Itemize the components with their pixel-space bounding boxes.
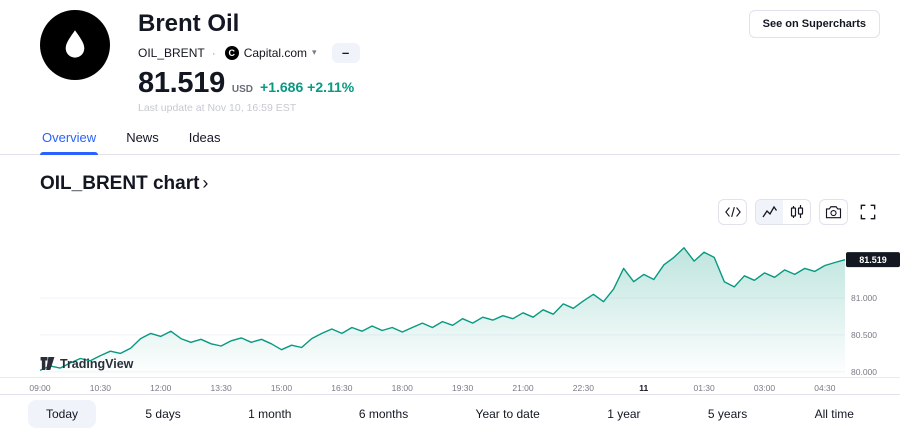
svg-text:04:30: 04:30: [814, 383, 836, 393]
range-5-years[interactable]: 5 years: [690, 400, 765, 428]
svg-text:81.519: 81.519: [859, 255, 887, 265]
chart-type-group: [755, 198, 811, 225]
chart-section-title[interactable]: OIL_BRENT chart ›: [40, 173, 860, 195]
change-absolute: +1.686: [260, 78, 304, 95]
capital-com-logo: C: [224, 45, 239, 60]
svg-text:11: 11: [639, 383, 648, 393]
code-icon: [724, 206, 741, 217]
tab-bar: Overview News Ideas: [0, 124, 900, 155]
range-today[interactable]: Today: [28, 400, 97, 428]
chart-area[interactable]: 81.000 80.500 80.000 09:00 10:30 12:00 13:30 1…: [0, 227, 900, 397]
svg-text:80.000: 80.000: [851, 366, 877, 376]
svg-text:12:00: 12:00: [150, 383, 172, 393]
candlestick-icon: [790, 204, 803, 218]
svg-text:19:30: 19:30: [452, 383, 474, 393]
symbol-code: OIL_BRENT: [138, 45, 205, 60]
provider-selector[interactable]: C Capital.com ▾: [223, 44, 319, 62]
price-change: +1.686 +2.11%: [260, 79, 354, 95]
price-line: [39, 246, 846, 371]
svg-text:81.000: 81.000: [851, 293, 877, 303]
see-on-supercharts-button[interactable]: See on Supercharts: [748, 10, 880, 38]
range-1-month[interactable]: 1 month: [230, 400, 309, 428]
area-chart-type-button[interactable]: [756, 199, 783, 224]
x-axis-labels: 09:00 10:30 12:00 13:30 15:00 16:30 18:00 19:30…: [29, 383, 835, 393]
snapshot-tool-group: [819, 198, 848, 225]
code-button[interactable]: [719, 200, 746, 224]
more-button[interactable]: –: [331, 42, 360, 63]
svg-text:18:00: 18:00: [392, 383, 414, 393]
chart-section-label: OIL_BRENT chart: [40, 172, 200, 194]
svg-text:80.500: 80.500: [851, 330, 877, 340]
range-year-to-date[interactable]: Year to date: [458, 400, 558, 428]
svg-text:21:00: 21:00: [512, 383, 534, 393]
camera-icon: [825, 205, 842, 218]
snapshot-button[interactable]: [820, 200, 847, 224]
svg-text:03:00: 03:00: [754, 383, 776, 393]
oil-drop-icon: [65, 30, 85, 58]
svg-text:09:00: 09:00: [29, 383, 51, 393]
fullscreen-button[interactable]: [856, 200, 880, 224]
last-update-text: Last update at Nov 10, 16:59 EST: [138, 101, 297, 114]
svg-text:01:30: 01:30: [693, 383, 715, 393]
range-5-days[interactable]: 5 days: [127, 400, 198, 428]
date-range-bar: Today 5 days 1 month 6 months Year to da…: [0, 394, 900, 433]
range-1-year[interactable]: 1 year: [589, 400, 658, 428]
symbol-row: OIL_BRENT · C Capital.com ▾ –: [138, 42, 360, 63]
area-chart-icon: [761, 205, 777, 217]
range-6-months[interactable]: 6 months: [341, 400, 426, 428]
svg-text:16:30: 16:30: [331, 383, 353, 393]
page-title: Brent Oil: [138, 10, 240, 37]
currency-label: USD: [231, 83, 254, 95]
tab-overview[interactable]: Overview: [40, 124, 99, 155]
provider-name: Capital.com: [243, 45, 308, 60]
chevron-down-icon: ▾: [312, 47, 317, 58]
chart-area-fill: [40, 247, 845, 377]
svg-text:13:30: 13:30: [210, 383, 232, 393]
svg-text:22:30: 22:30: [573, 383, 595, 393]
change-percent: +2.11%: [307, 78, 355, 95]
tradingview-logo-icon: [40, 357, 55, 371]
tab-news[interactable]: News: [126, 129, 159, 145]
fullscreen-icon: [860, 204, 876, 219]
svg-text:10:30: 10:30: [90, 383, 112, 393]
last-price-badge: 81.519: [846, 251, 900, 267]
svg-text:15:00: 15:00: [271, 383, 293, 393]
code-tool-group: [718, 198, 747, 225]
range-all-time[interactable]: All time: [797, 400, 872, 428]
minus-icon: –: [341, 45, 350, 61]
price-chart[interactable]: 81.000 80.500 80.000 09:00 10:30 12:00 13:30 1…: [0, 227, 900, 397]
tradingview-watermark[interactable]: TradingView: [40, 357, 133, 371]
chevron-right-icon: ›: [202, 173, 209, 194]
chart-toolbar: [0, 198, 900, 225]
brent-oil-logo: [40, 10, 110, 80]
tab-ideas[interactable]: Ideas: [188, 129, 221, 145]
candles-chart-type-button[interactable]: [783, 200, 810, 224]
last-price: 81.519: [138, 66, 225, 99]
price-row: 81.519 USD +1.686 +2.11%: [138, 66, 360, 99]
symbol-header: Brent Oil OIL_BRENT · C Capital.com ▾ – …: [0, 0, 900, 114]
tradingview-label: TradingView: [60, 356, 134, 371]
separator-dot: ·: [211, 45, 216, 60]
